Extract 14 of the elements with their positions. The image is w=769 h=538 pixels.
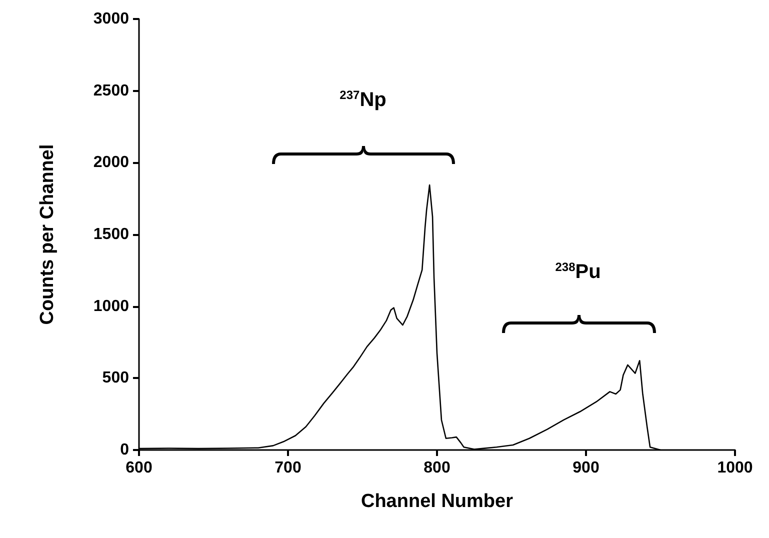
y-tick-label: 1000 [93,298,130,315]
y-tick-label: 1500 [93,226,130,243]
y-tick-label: 500 [102,370,130,387]
x-tick-label: 900 [572,460,600,476]
x-tick-label: 800 [424,460,450,476]
y-tick-label: 3000 [93,10,130,28]
y-tick-label: 2500 [93,82,130,100]
y-tick-label: 2000 [93,154,130,172]
x-axis-title: Channel Number [360,491,514,512]
x-tick-label: 600 [126,460,152,476]
y-axis-title: Counts per Channel [37,144,58,325]
x-tick-label: 700 [274,460,302,476]
x-tick-label: 1000 [717,460,753,476]
y-tick-label: 0 [120,442,130,458]
